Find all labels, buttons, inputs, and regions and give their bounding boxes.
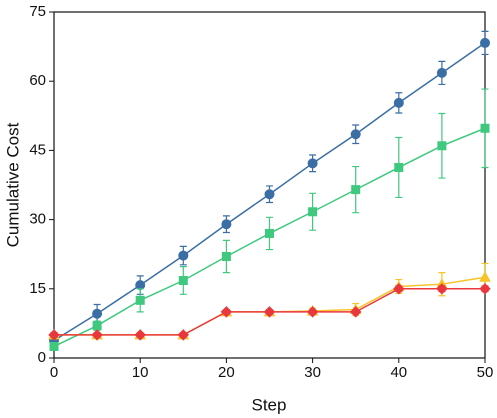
marker: [307, 158, 318, 169]
marker: [308, 207, 318, 217]
marker: [220, 306, 233, 318]
y-tick-label: 30: [29, 211, 46, 228]
x-tick-label: 0: [50, 364, 58, 381]
marker: [48, 329, 60, 341]
marker: [178, 250, 189, 261]
marker: [221, 219, 232, 230]
marker: [178, 275, 188, 285]
marker: [350, 129, 361, 140]
y-tick-label: 15: [29, 280, 46, 297]
marker: [177, 329, 190, 341]
y-tick-label: 60: [29, 72, 46, 89]
y-tick-label: 45: [29, 141, 46, 158]
marker: [263, 306, 276, 318]
marker: [92, 308, 103, 319]
marker: [349, 306, 362, 318]
marker: [221, 252, 231, 262]
marker: [92, 321, 102, 331]
marker: [135, 295, 145, 305]
marker: [479, 271, 491, 282]
marker: [436, 67, 447, 78]
y-axis-title: Cumulative Cost: [3, 122, 22, 247]
marker: [351, 185, 361, 195]
marker: [306, 306, 319, 318]
marker: [49, 341, 59, 351]
x-axis-title: Step: [252, 395, 287, 414]
x-tick-label: 50: [477, 364, 494, 381]
x-tick-label: 30: [304, 364, 321, 381]
marker: [436, 283, 448, 295]
x-tick-label: 40: [390, 364, 407, 381]
marker: [393, 283, 405, 295]
marker: [480, 123, 490, 133]
marker: [265, 228, 274, 238]
x-tick-label: 20: [218, 364, 235, 381]
plot-frame: [53, 11, 486, 359]
marker: [134, 329, 146, 341]
x-tick-label: 10: [132, 364, 149, 381]
y-tick-label: 0: [38, 349, 46, 366]
marker: [480, 37, 490, 48]
marker: [393, 97, 404, 108]
marker: [394, 162, 404, 172]
y-tick-label: 75: [29, 3, 46, 20]
marker: [479, 283, 491, 295]
marker: [264, 189, 275, 200]
marker: [437, 141, 447, 151]
marker: [91, 329, 103, 341]
